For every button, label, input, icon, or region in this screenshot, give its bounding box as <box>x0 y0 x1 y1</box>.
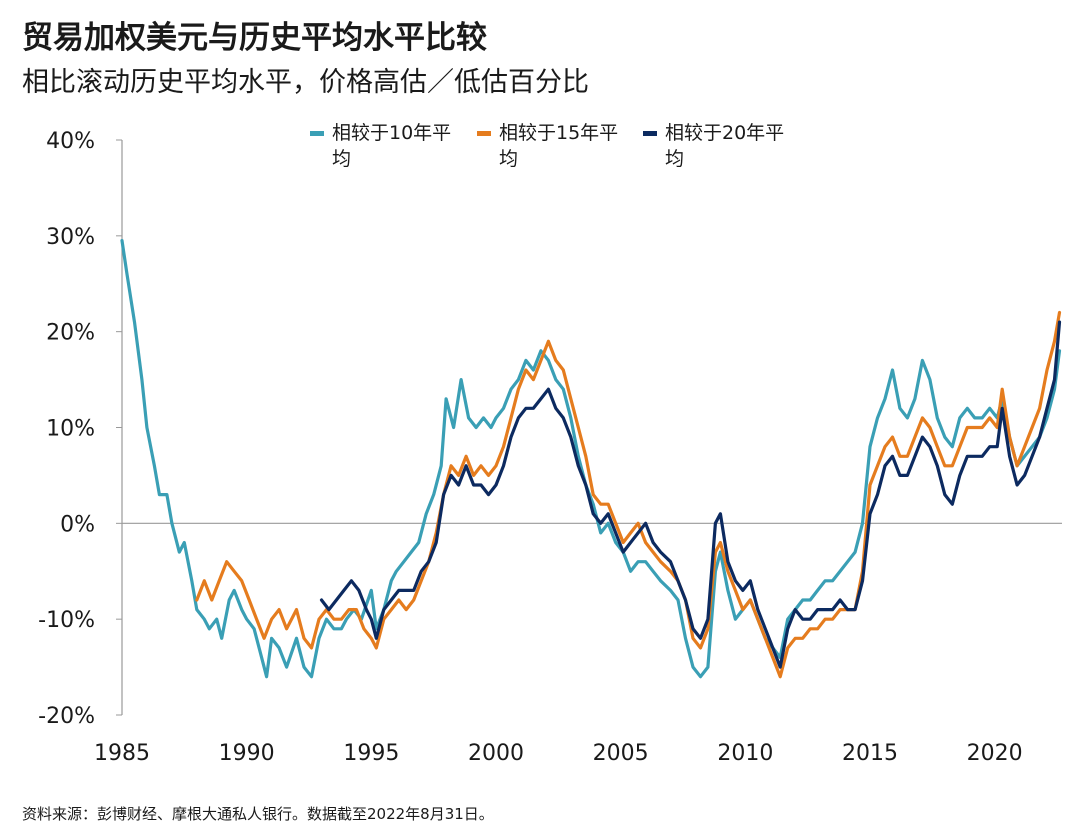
chart-subtitle: 相比滚动历史平均水平，价格高估／低估百分比 <box>22 67 589 98</box>
line-chart: 40% 30% 20% 10% 0% -10% -20% 1985 1990 1995 2000 20… <box>38 129 1062 766</box>
legend-swatch-10y <box>310 131 324 136</box>
y-tick-label: -10% <box>38 608 95 633</box>
chart-title: 贸易加权美元与历史平均水平比较 <box>22 20 487 56</box>
x-tick-label: 2000 <box>468 741 524 766</box>
x-tick-label: 1995 <box>343 741 399 766</box>
series-line-2 <box>195 310 1062 679</box>
legend-label-10y: 相较于10年平均 <box>332 122 452 170</box>
x-tick-label: 2020 <box>967 741 1023 766</box>
y-tick-label: -20% <box>38 704 95 729</box>
legend-label-20y: 相较于20年平均 <box>665 122 785 170</box>
y-tick-label: 40% <box>46 129 95 154</box>
legend-swatch-15y <box>477 131 491 136</box>
x-tick-label: 2005 <box>593 741 649 766</box>
y-tick-label: 10% <box>46 417 95 442</box>
y-tick-label: 0% <box>60 512 95 537</box>
legend-label-15y: 相较于15年平均 <box>499 122 619 170</box>
x-tick-label: 1990 <box>219 741 275 766</box>
x-tick-label: 2015 <box>842 741 898 766</box>
y-tick-label: 30% <box>46 225 95 250</box>
x-tick-label: 1985 <box>94 741 150 766</box>
series-line-3 <box>319 320 1062 669</box>
x-tick-label: 2010 <box>717 741 773 766</box>
legend-swatch-20y <box>643 131 657 136</box>
y-tick-label: 20% <box>46 321 95 346</box>
series-line-1 <box>120 239 1062 679</box>
source-note: 资料来源：彭博财经、摩根大通私人银行。数据截至2022年8月31日。 <box>22 805 494 823</box>
